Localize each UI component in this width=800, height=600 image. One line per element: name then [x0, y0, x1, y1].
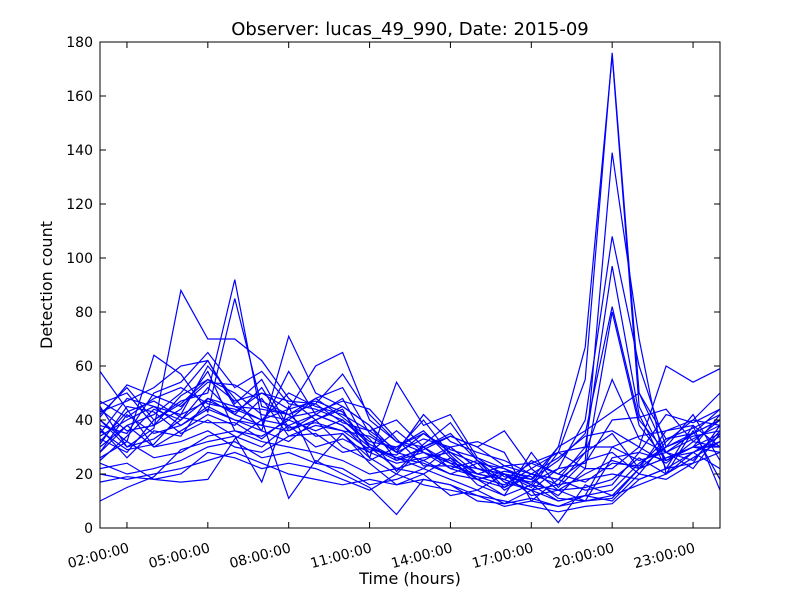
y-tick-label: 160 — [66, 89, 93, 105]
y-tick-label: 80 — [75, 305, 93, 321]
series-line-25 — [99, 381, 721, 502]
series-line-15 — [99, 405, 721, 491]
series-line-18 — [99, 430, 721, 502]
series-line-19 — [99, 414, 721, 502]
series-line-8 — [99, 370, 721, 489]
series-line-9 — [99, 380, 721, 481]
series-line-11 — [99, 386, 721, 470]
y-tick-label: 40 — [75, 413, 93, 429]
plot-area-frame — [99, 41, 721, 529]
y-axis-label: Detection count — [37, 221, 56, 349]
chart-title: Observer: lucas_49_990, Date: 2015-09 — [231, 19, 588, 40]
series-line-17 — [99, 424, 720, 491]
series-line-23 — [99, 404, 721, 508]
series-line-21 — [99, 451, 721, 513]
x-tick-label: 11:00:00 — [309, 540, 374, 572]
y-tick-label: 0 — [84, 521, 93, 537]
x-tick-label: 05:00:00 — [147, 540, 212, 572]
x-tick-label: 08:00:00 — [228, 540, 293, 572]
y-tick-label: 140 — [66, 143, 93, 159]
y-tick-label: 100 — [66, 251, 93, 267]
series-line-1 — [99, 52, 721, 481]
series-line-28 — [99, 359, 721, 483]
x-tick-label: 17:00:00 — [470, 540, 535, 572]
series-line-26 — [99, 392, 721, 502]
series-line-12 — [99, 370, 721, 502]
y-tick-label: 180 — [66, 35, 93, 51]
series-line-4 — [99, 236, 721, 491]
series-lines — [99, 52, 721, 524]
x-tick-label: 23:00:00 — [632, 540, 697, 572]
x-tick-label: 20:00:00 — [551, 540, 616, 572]
y-tick-label: 120 — [66, 197, 93, 213]
y-tick-label: 20 — [75, 467, 93, 483]
y-tick-label: 60 — [75, 359, 93, 375]
series-line-2 — [99, 55, 721, 486]
x-tick-label: 02:00:00 — [66, 540, 131, 572]
x-tick-label: 14:00:00 — [390, 540, 455, 572]
x-axis-label: Time (hours) — [358, 569, 461, 588]
series-line-24 — [99, 365, 721, 475]
series-line-20 — [99, 425, 721, 508]
series-line-27 — [99, 400, 721, 483]
